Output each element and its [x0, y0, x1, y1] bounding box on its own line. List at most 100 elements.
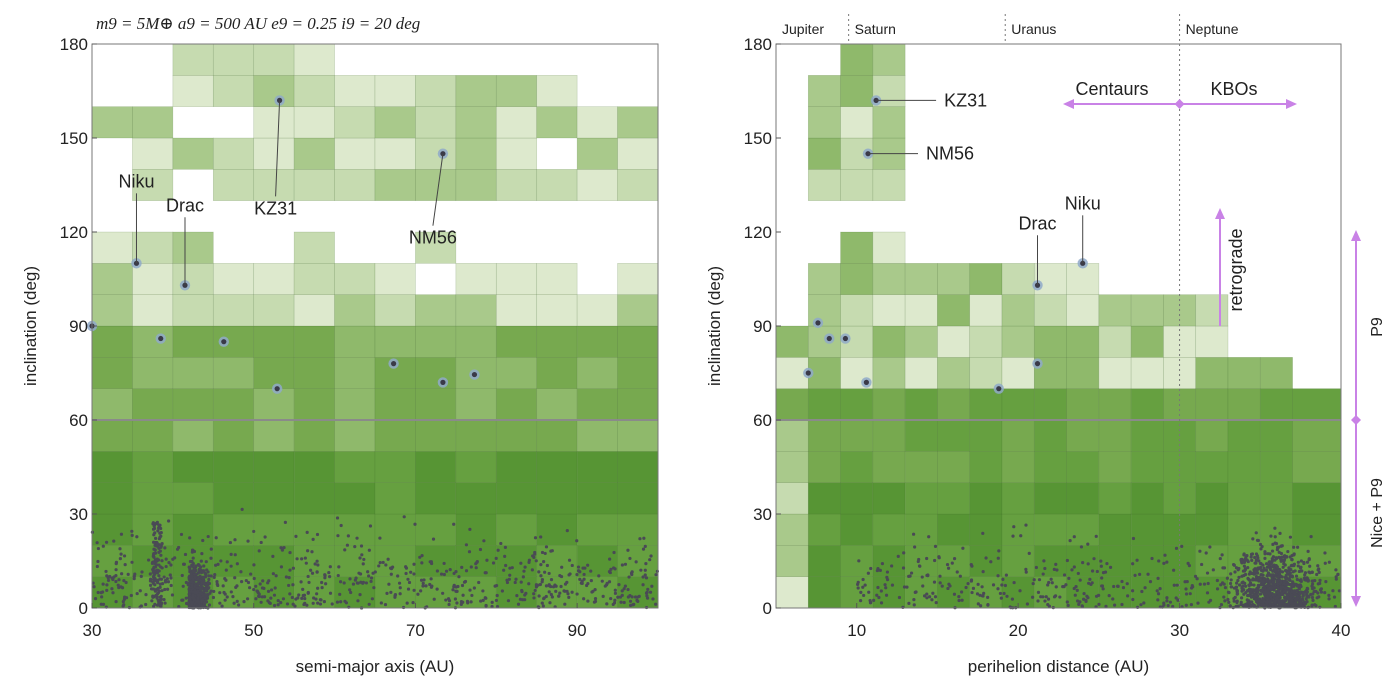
left-heatmap-cell: [293, 75, 335, 107]
right-heatmap-cell: [1033, 294, 1067, 327]
left-heatmap-cell: [415, 106, 457, 139]
right-scatter-point: [927, 535, 931, 539]
left-heatmap-cell: [91, 294, 133, 327]
right-scatter-point: [1253, 567, 1257, 571]
right-scatter-point: [1289, 564, 1293, 568]
x-tick-label: 10: [847, 621, 866, 640]
right-scatter-point: [1262, 604, 1266, 609]
right-scatter-point: [1222, 566, 1227, 570]
right-scatter-point: [1187, 564, 1191, 568]
right-scatter-point: [996, 556, 1000, 560]
right-scatter-point: [1012, 580, 1016, 585]
right-scatter-point: [1266, 604, 1270, 608]
right-scatter-point: [1278, 574, 1283, 578]
right-scatter-point: [884, 586, 888, 590]
left-scatter-point: [330, 602, 334, 606]
right-scatter-point: [1266, 587, 1270, 591]
object-marker: [274, 386, 280, 392]
right-heatmap-cell: [1227, 513, 1261, 546]
left-scatter-point: [361, 562, 365, 566]
left-heatmap-cell: [455, 75, 497, 107]
right-scatter-point: [901, 605, 905, 609]
right-heatmap-cell: [1195, 325, 1229, 358]
right-scatter-point: [1235, 581, 1239, 585]
right-scatter-point: [1001, 577, 1005, 581]
left-scatter-point: [187, 590, 192, 594]
right-x-axis-label: perihelion distance (AU): [968, 657, 1149, 676]
left-scatter-point: [337, 565, 341, 569]
right-scatter-point: [1254, 598, 1258, 602]
left-scatter-point: [163, 601, 167, 605]
right-heatmap-cell: [872, 325, 906, 358]
right-heatmap-cell: [1098, 513, 1132, 546]
left-scatter-point: [274, 574, 278, 578]
left-scatter-point: [328, 575, 332, 579]
left-heatmap-cell: [415, 451, 457, 483]
left-scatter-point: [110, 587, 114, 591]
left-heatmap-cell: [293, 513, 335, 546]
left-scatter-point: [348, 588, 352, 592]
y-tick-label: 90: [69, 317, 88, 336]
left-scatter-point: [362, 557, 366, 562]
left-scatter-point: [515, 594, 519, 598]
left-scatter-point: [190, 564, 194, 568]
right-scatter-point: [1285, 595, 1289, 599]
right-scatter-point: [1311, 598, 1315, 602]
left-scatter-point: [207, 603, 212, 607]
right-scatter-point: [902, 585, 907, 589]
left-scatter-point: [159, 531, 163, 535]
right-heatmap-cell: [775, 545, 809, 577]
right-scatter-point: [1065, 600, 1069, 604]
left-scatter-point: [435, 587, 439, 591]
left-heatmap-cell: [212, 169, 255, 201]
left-heatmap-cell: [536, 325, 578, 358]
right-scatter-point: [1299, 584, 1303, 589]
right-heatmap-cell: [1292, 482, 1342, 515]
right-scatter-point: [970, 590, 974, 595]
left-scatter-point: [379, 601, 383, 605]
left-scatter-point: [93, 597, 98, 601]
right-scatter-point: [896, 554, 900, 558]
left-scatter-point: [416, 592, 420, 596]
left-heatmap-cell: [293, 357, 335, 389]
right-scatter-point: [925, 556, 929, 561]
left-scatter-point: [214, 563, 218, 567]
left-scatter-point: [469, 565, 473, 569]
right-scatter-point: [1155, 589, 1159, 593]
right-scatter-point: [1101, 587, 1105, 591]
right-heatmap-cell: [904, 263, 938, 295]
left-heatmap-cell: [212, 137, 255, 170]
right-scatter-point: [1286, 582, 1290, 586]
left-scatter-point: [106, 578, 111, 583]
left-scatter-point: [114, 568, 118, 572]
right-scatter-point: [952, 592, 957, 596]
left-scatter-point: [123, 595, 127, 599]
right-heatmap-cell: [840, 294, 874, 327]
left-heatmap-cell: [617, 106, 659, 139]
right-heatmap-cell: [1195, 451, 1229, 483]
left-scatter-point: [478, 547, 483, 552]
left-scatter-point: [279, 600, 283, 605]
left-scatter-point: [475, 560, 479, 564]
right-scatter-point: [1254, 558, 1258, 562]
right-scatter-point: [1232, 599, 1236, 603]
left-scatter-point: [311, 601, 315, 605]
left-scatter-point: [452, 522, 456, 526]
right-scatter-point: [1240, 585, 1244, 589]
right-heatmap-cell: [969, 325, 1003, 358]
left-scatter-point: [157, 574, 161, 578]
left-scatter-point: [430, 584, 434, 588]
right-scatter-point: [1269, 587, 1273, 591]
left-scatter-point: [216, 562, 220, 566]
left-scatter-point: [184, 596, 188, 600]
right-heatmap-cell: [904, 388, 938, 421]
left-scatter-point: [381, 560, 385, 565]
left-scatter-point: [257, 549, 261, 553]
right-scatter-point: [1246, 559, 1250, 564]
left-heatmap-cell: [91, 357, 133, 389]
left-scatter-point: [642, 536, 646, 540]
left-scatter-point: [384, 563, 388, 567]
right-heatmap-cell: [1259, 482, 1293, 515]
right-scatter-point: [1304, 597, 1308, 601]
left-scatter-point: [339, 523, 343, 528]
